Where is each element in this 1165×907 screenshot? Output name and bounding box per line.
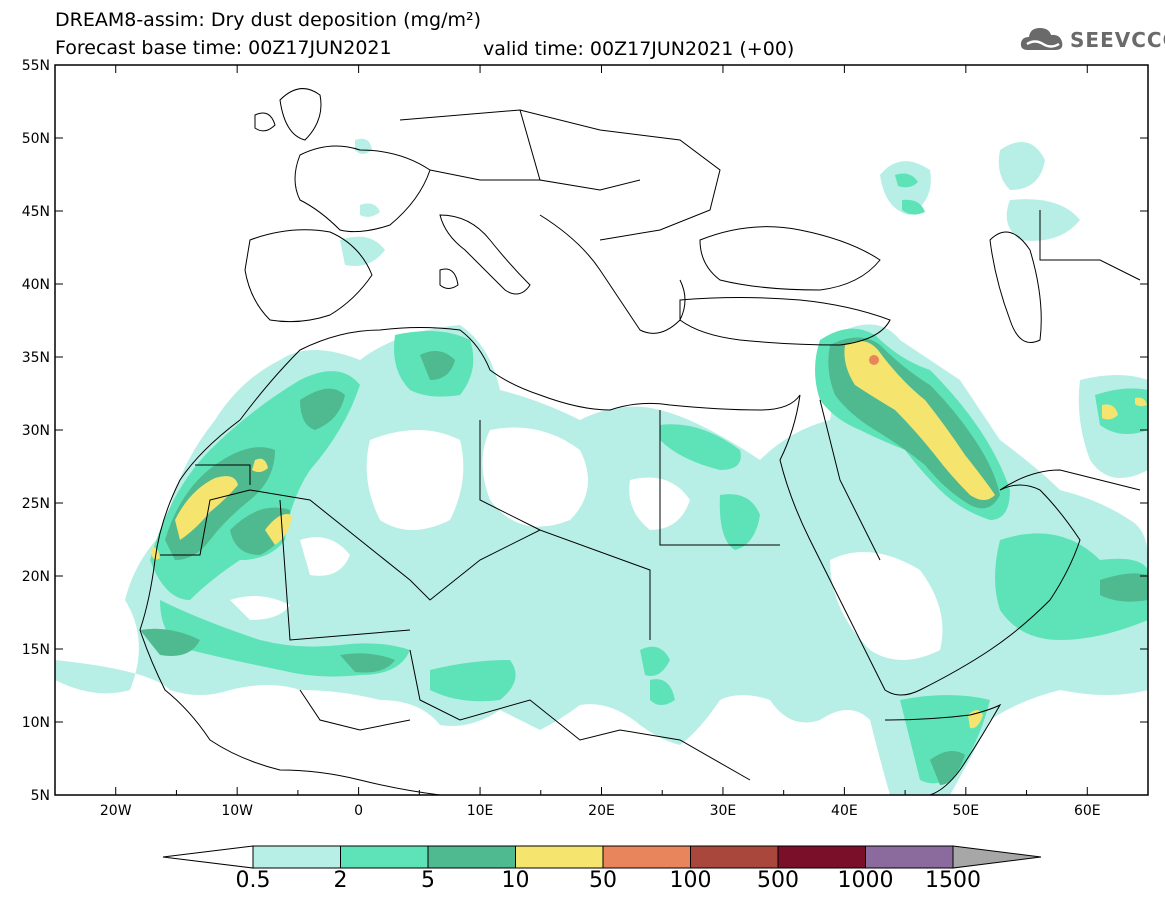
valid-time: valid time: 00Z17JUN2021 (+00)	[483, 38, 795, 60]
seevccc-logo: SEEVCCC	[1018, 22, 1165, 62]
deposition-band-10-50	[152, 341, 1147, 729]
lon-tick-label: 60E	[1074, 803, 1101, 819]
deposition-peak	[869, 355, 879, 365]
colorbar-segment	[602, 845, 691, 869]
lon-tick-label: 30E	[710, 803, 737, 819]
colorbar-threshold-label: 5	[421, 868, 435, 893]
lat-tick-label: 35N	[22, 350, 50, 366]
colorbar-threshold-label: 100	[669, 868, 712, 893]
deposition-field	[55, 138, 1148, 795]
logo-text: SEEVCCC	[1070, 28, 1165, 52]
cloud-logo-icon	[1020, 28, 1063, 50]
deposition-gaps	[230, 427, 943, 660]
map-title: DREAM8-assim: Dry dust deposition (mg/m²…	[55, 9, 482, 31]
lon-tick-label: 0	[354, 803, 363, 819]
colorbar-threshold-label: 10	[501, 868, 530, 893]
lat-tick-label: 45N	[22, 204, 50, 220]
colorbar-segment	[777, 845, 866, 869]
colorbar-threshold-label: 50	[589, 868, 617, 893]
forecast-base-time: Forecast base time: 00Z17JUN2021	[55, 37, 392, 59]
colorbar-under-arrow	[162, 845, 254, 869]
colorbar-threshold-label: 0.5	[235, 868, 271, 893]
lat-tick-label: 55N	[22, 58, 50, 74]
longitude-axis: 20W 10W 0 10E 20E 30E 40E 50E 60E	[54, 65, 1149, 819]
lon-tick-label: 50E	[952, 803, 979, 819]
colorbar-segment	[340, 845, 429, 869]
lat-tick-label: 10N	[22, 715, 50, 731]
lon-tick-label: 10W	[221, 803, 253, 819]
lat-tick-label: 25N	[22, 496, 50, 512]
colorbar-segment	[252, 845, 341, 869]
lat-tick-label: 50N	[22, 131, 50, 147]
colorbar-threshold-label: 1500	[925, 868, 981, 893]
lat-tick-label: 20N	[22, 569, 50, 585]
colorbar-threshold-label: 500	[757, 868, 799, 893]
colorbar-threshold-label: 2	[333, 868, 348, 893]
lat-tick-label: 40N	[22, 277, 50, 293]
colorbar-over-arrow	[952, 845, 1042, 869]
colorbar-segment	[427, 845, 516, 869]
lon-tick-label: 40E	[831, 803, 858, 819]
latitude-axis: 55N 50N 45N 40N 35N 30N 25N 20N 15N 10N 5N	[22, 58, 1148, 804]
lon-tick-label: 10E	[467, 803, 494, 819]
colorbar	[162, 845, 1042, 869]
lat-tick-label: 30N	[22, 423, 50, 439]
colorbar-threshold-label: 1000	[837, 868, 894, 893]
lat-tick-label: 15N	[22, 642, 50, 658]
coastlines-borders	[139, 88, 1141, 795]
lon-tick-label: 20W	[100, 803, 132, 819]
lon-tick-label: 20E	[588, 803, 615, 819]
colorbar-segment	[690, 845, 779, 869]
colorbar-segment	[515, 845, 604, 869]
colorbar-segment	[865, 845, 954, 869]
lat-tick-label: 5N	[31, 788, 50, 804]
